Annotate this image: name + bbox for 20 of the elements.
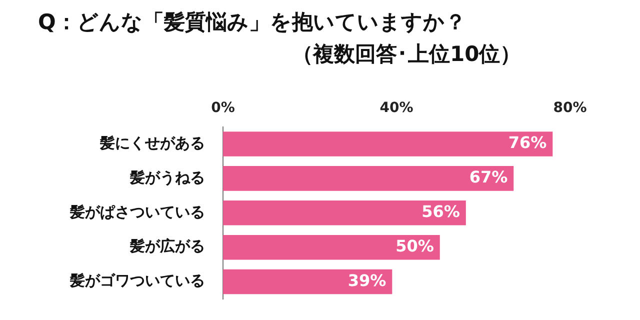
- bar: [223, 166, 514, 191]
- y-tick-label: 髪がぱさついている: [69, 202, 205, 221]
- bar: [223, 269, 392, 294]
- data-label: 67%: [469, 168, 508, 187]
- bar: [223, 234, 440, 260]
- data-label: 56%: [422, 202, 460, 222]
- y-tick-label: 髪にくせがある: [99, 134, 205, 152]
- x-tick-label: 80%: [553, 100, 587, 116]
- data-label: 39%: [348, 270, 386, 290]
- bar: [223, 132, 553, 156]
- y-tick-label: 髪が広がる: [129, 237, 205, 256]
- y-tick-label: 髪がうねる: [129, 168, 205, 186]
- x-tick-label: 40%: [380, 100, 414, 116]
- y-tick-label: 髪がゴワついている: [69, 272, 205, 290]
- chart-subtitle: （複数回答･上位10位）: [292, 41, 522, 68]
- chart-title: Q：どんな「髪質悩み」を抱いていますか？: [38, 9, 466, 36]
- data-label: 76%: [508, 133, 547, 152]
- bar: [223, 200, 466, 226]
- data-label: 50%: [396, 236, 434, 256]
- x-tick-label: 0%: [211, 100, 235, 116]
